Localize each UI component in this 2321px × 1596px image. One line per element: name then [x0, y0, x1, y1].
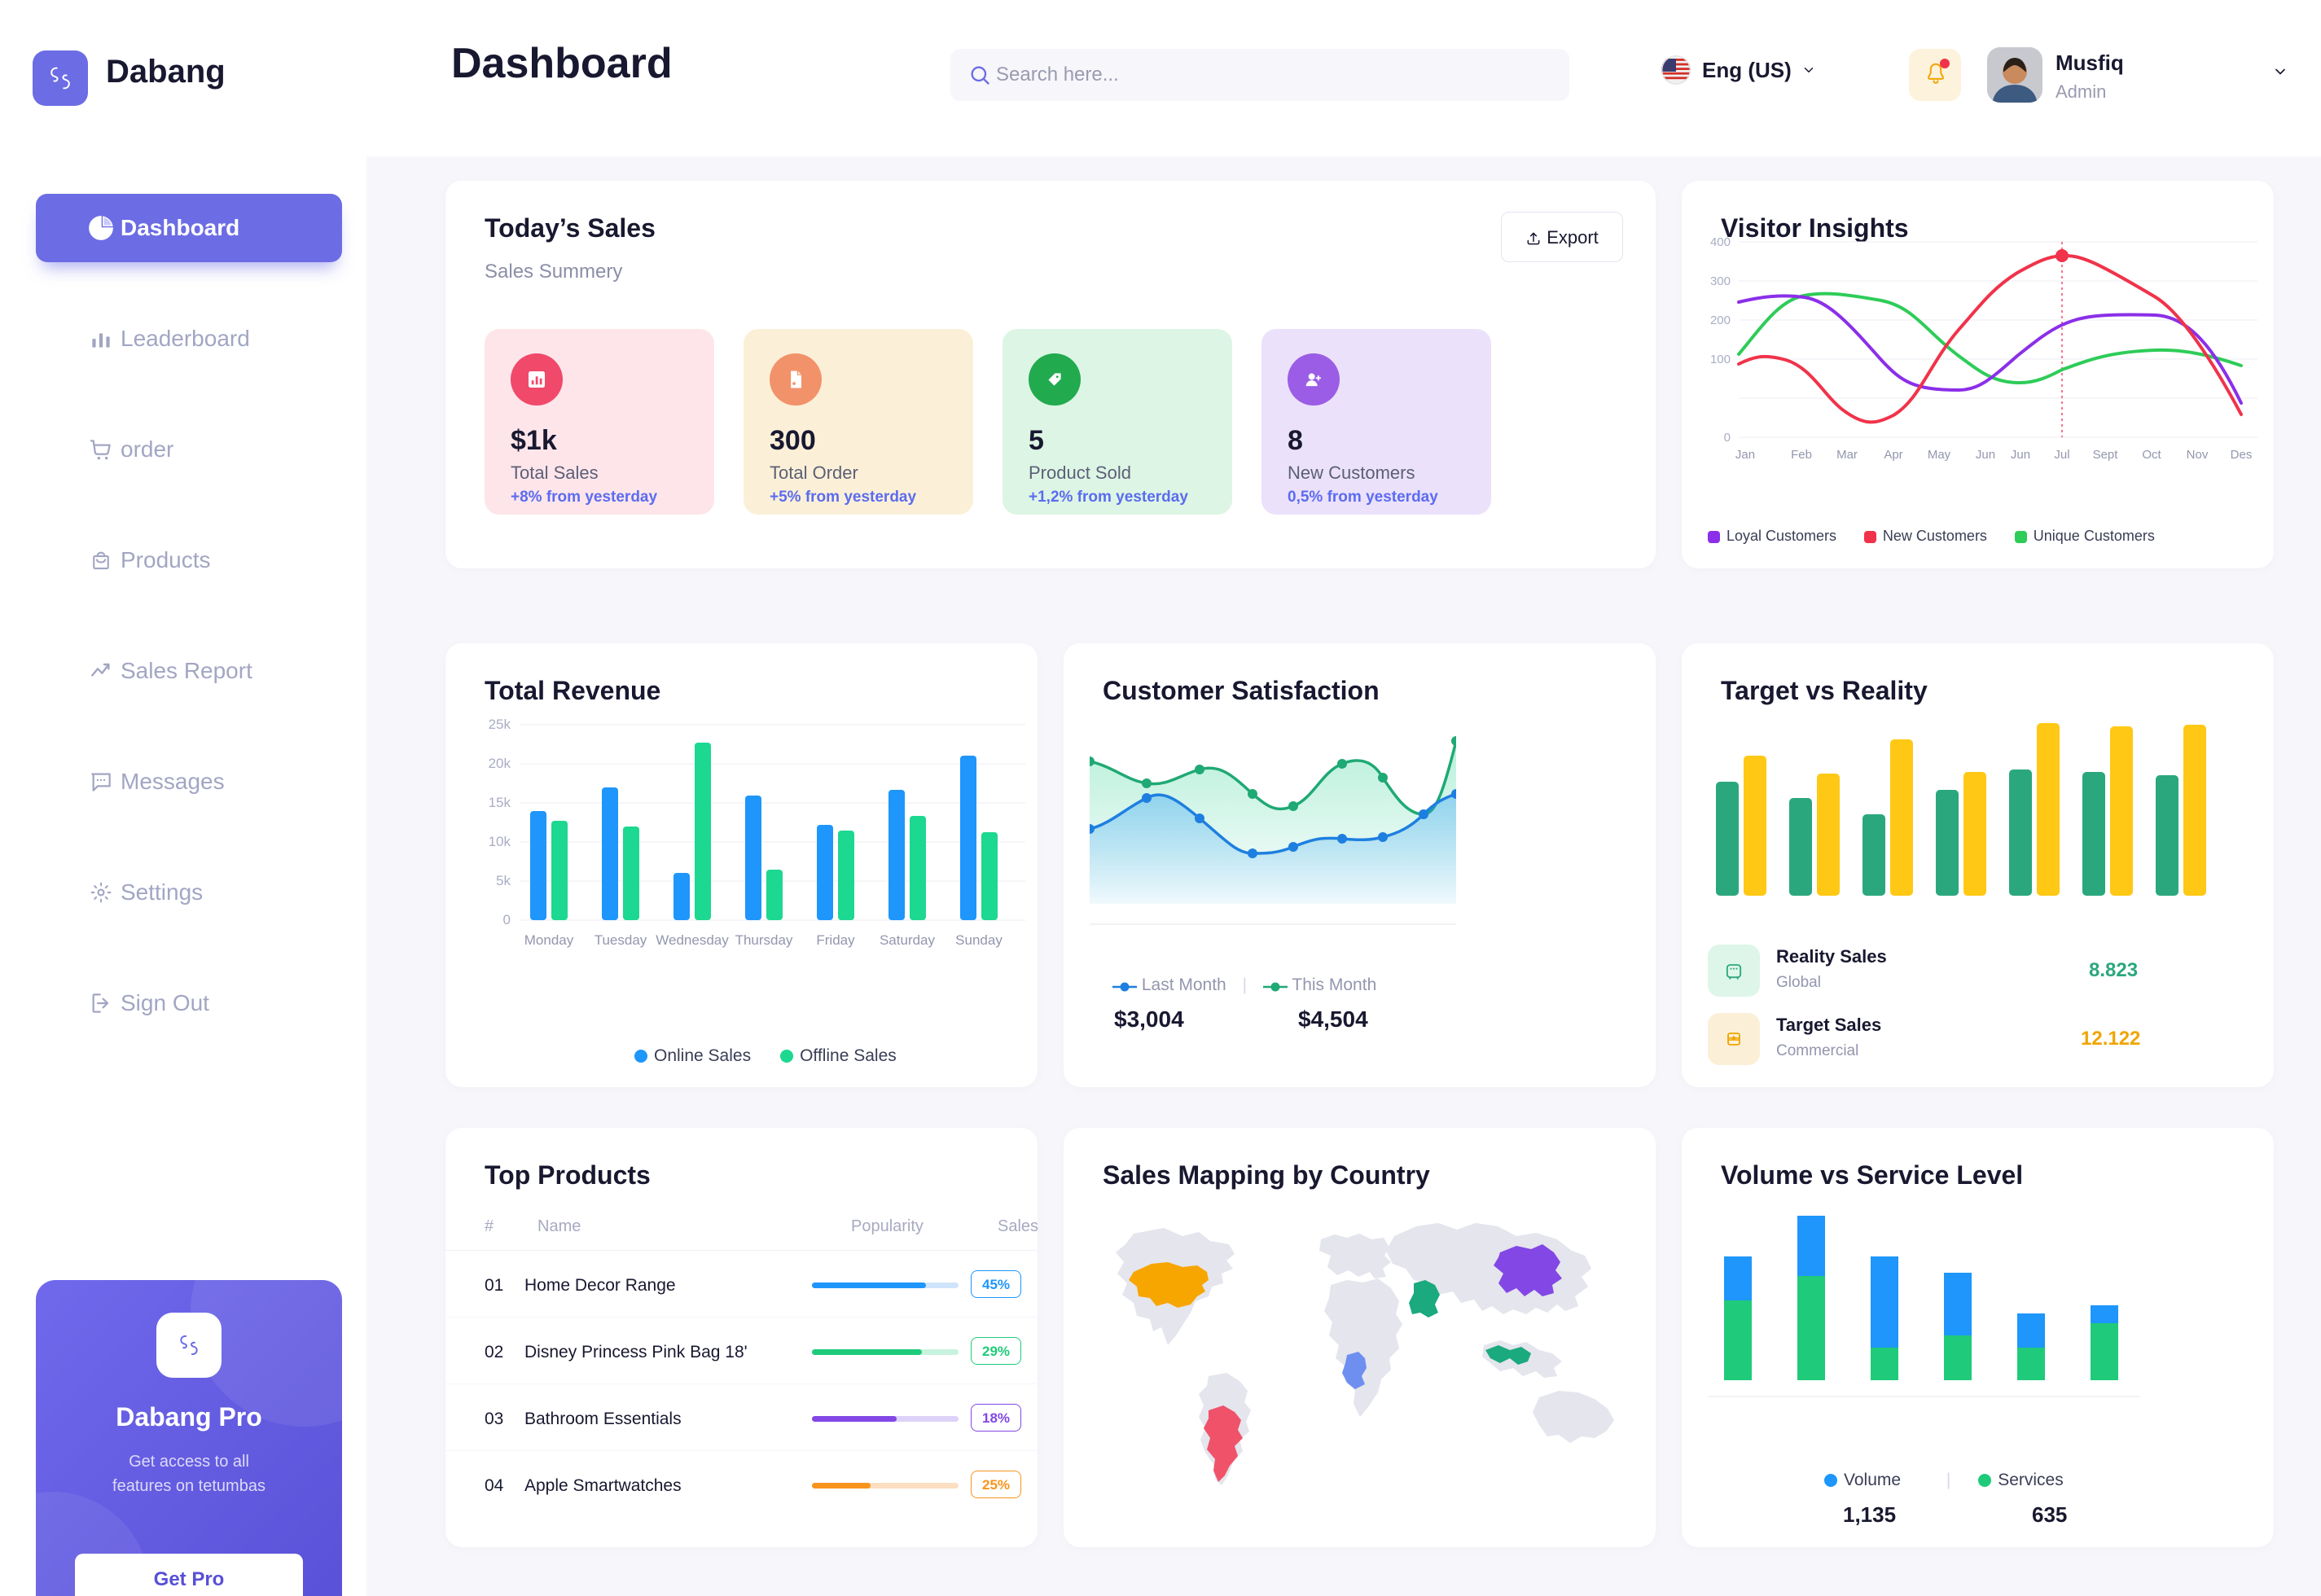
svg-text:300: 300 — [1710, 274, 1731, 288]
svg-text:Friday: Friday — [816, 932, 855, 948]
svg-text:Tuesday: Tuesday — [595, 932, 647, 948]
svg-text:0: 0 — [1724, 431, 1731, 445]
svg-text:Des: Des — [2231, 448, 2253, 462]
svg-text:0: 0 — [503, 912, 511, 927]
svg-text:Feb: Feb — [1791, 448, 1812, 462]
svg-text:Wednesday: Wednesday — [656, 932, 729, 948]
svg-text:Sunday: Sunday — [955, 932, 1003, 948]
svg-text:Sept: Sept — [2093, 448, 2119, 462]
svg-text:Saturday: Saturday — [880, 932, 936, 948]
svg-text:Nov: Nov — [2187, 448, 2209, 462]
svg-text:10k: 10k — [489, 834, 511, 849]
svg-text:Thursday: Thursday — [735, 932, 793, 948]
svg-text:15k: 15k — [489, 795, 511, 810]
svg-text:Apr: Apr — [1884, 448, 1902, 462]
svg-text:400: 400 — [1710, 235, 1731, 249]
svg-text:20k: 20k — [489, 756, 511, 771]
svg-text:Mar: Mar — [1836, 448, 1858, 462]
svg-text:May: May — [1928, 448, 1951, 462]
svg-text:Jul: Jul — [2054, 448, 2069, 462]
svg-text:Jan: Jan — [1735, 448, 1755, 462]
svg-text:Jun: Jun — [1976, 448, 1995, 462]
svg-text:25k: 25k — [489, 717, 511, 732]
svg-text:100: 100 — [1710, 353, 1731, 366]
svg-text:Oct: Oct — [2142, 448, 2161, 462]
svg-text:5k: 5k — [496, 873, 511, 888]
svg-text:200: 200 — [1710, 314, 1731, 327]
svg-text:Jun: Jun — [2011, 448, 2030, 462]
svg-text:Monday: Monday — [524, 932, 574, 948]
